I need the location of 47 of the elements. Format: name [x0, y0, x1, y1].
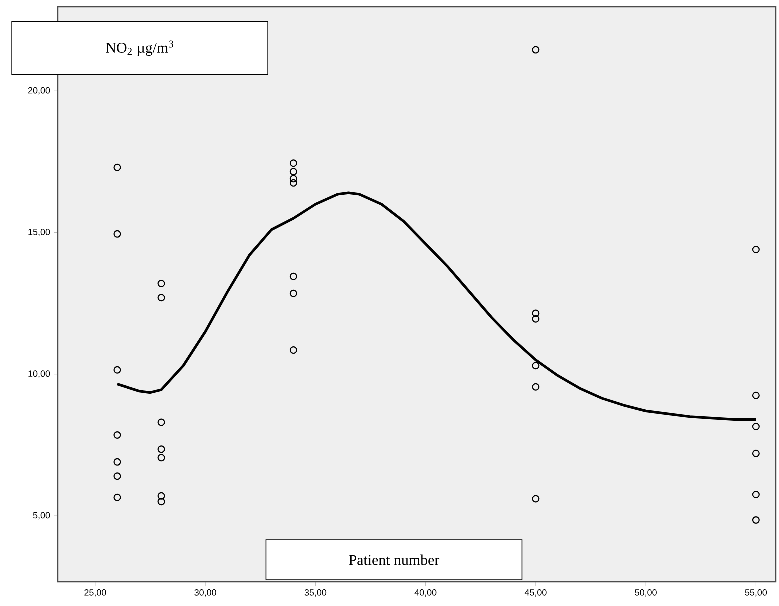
x-tick-label: 45,00 [524, 590, 547, 597]
point [290, 290, 298, 298]
point [532, 46, 540, 54]
point [290, 175, 298, 183]
x-tick-label: 55,00 [745, 590, 768, 597]
point [158, 492, 166, 500]
point [114, 432, 122, 440]
x-tick-label: 35,00 [304, 590, 327, 597]
point [290, 272, 298, 280]
point [752, 246, 760, 254]
point [290, 168, 298, 176]
point [532, 315, 540, 323]
point [752, 516, 760, 524]
point [114, 494, 122, 502]
point [114, 472, 122, 480]
point [158, 280, 166, 288]
point [114, 230, 122, 238]
point [752, 423, 760, 431]
point [158, 446, 166, 454]
y-tick-label: 5,00 [33, 512, 50, 520]
point [158, 498, 166, 506]
x-tick-label: 40,00 [414, 590, 437, 597]
point [114, 164, 122, 172]
point [532, 495, 540, 503]
point [532, 362, 540, 370]
point [290, 179, 298, 187]
x-tick-label: 50,00 [635, 590, 657, 597]
y-tick-label: 10,00 [28, 370, 50, 378]
y-axis-title: NO$_{2}$ µg/m$^{3}$ [106, 40, 174, 56]
point [532, 383, 540, 391]
point [158, 294, 166, 302]
y-tick-label: 15,00 [28, 229, 50, 236]
point [158, 454, 166, 462]
point [158, 418, 166, 426]
x-tick-label: 30,00 [194, 590, 216, 597]
line-series [116, 192, 758, 421]
point [290, 160, 298, 168]
y-tick-label: 20,00 [28, 87, 50, 95]
point [114, 458, 122, 466]
point [290, 346, 298, 354]
x-tick-label: 25,00 [84, 590, 106, 597]
point [752, 450, 760, 458]
x-axis-title: Patient number [349, 554, 440, 566]
point [752, 491, 760, 499]
point [752, 392, 760, 400]
point [532, 310, 540, 318]
point [114, 366, 122, 374]
